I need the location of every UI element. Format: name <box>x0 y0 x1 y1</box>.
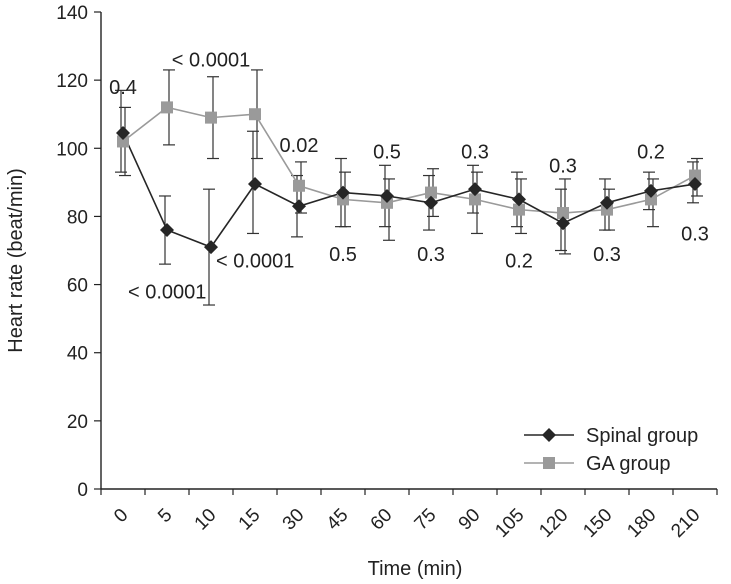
y-tick-label: 100 <box>56 139 88 160</box>
spinal-data-point <box>380 188 394 203</box>
spinal-data-point <box>248 177 262 192</box>
legend-spinal-label: Spinal group <box>586 425 698 447</box>
x-tick-label: 60 <box>367 505 397 535</box>
spinal-data-point <box>688 177 702 192</box>
markers-group <box>116 101 702 255</box>
ga-data-point <box>645 193 657 206</box>
spinal-data-point <box>292 199 306 214</box>
p-value-label: 0.4 <box>109 77 137 99</box>
spinal-data-point <box>600 195 614 210</box>
spinal-data-point <box>556 216 570 231</box>
p-value-label: 0.2 <box>505 251 533 273</box>
ga-data-point <box>205 111 217 124</box>
y-tick-label: 0 <box>77 480 88 501</box>
p-value-label: < 0.0001 <box>172 50 250 72</box>
x-tick-label: 30 <box>279 505 309 535</box>
x-tick-label: 150 <box>579 505 616 542</box>
x-tick-label: 75 <box>411 505 441 535</box>
y-tick-label: 60 <box>67 276 88 297</box>
p-value-annotations: 0.4 < 0.0001 < 0.0001 < 0.0001 0.02 0.5 0.5 0.3… <box>109 50 709 304</box>
x-tick-label: 105 <box>491 505 528 542</box>
ga-data-point <box>161 101 173 114</box>
spinal-data-point <box>512 192 526 207</box>
p-value-label: 0.02 <box>280 135 319 157</box>
ga-data-point <box>249 108 261 121</box>
ga-data-point <box>689 169 701 182</box>
y-tick-label: 40 <box>67 344 88 365</box>
p-value-label: 0.3 <box>549 155 577 177</box>
x-tick-label: 210 <box>667 505 704 542</box>
y-tick-label: 140 <box>56 3 88 24</box>
y-tick-label: 120 <box>56 71 88 92</box>
ga-data-point <box>557 207 569 220</box>
legend: Spinal group GA group <box>524 425 698 475</box>
ga-series-line <box>122 106 696 214</box>
y-tick-label: 80 <box>67 207 88 228</box>
ga-data-point <box>425 186 437 199</box>
legend-spinal-marker <box>542 428 556 442</box>
spinal-data-point <box>336 185 350 200</box>
spinal-data-point <box>424 195 438 210</box>
p-value-label: < 0.0001 <box>216 251 294 273</box>
y-tick-label: 20 <box>67 412 88 433</box>
spinal-data-point <box>160 223 174 238</box>
x-tick-label: 0 <box>110 505 132 527</box>
x-tick-label: 180 <box>623 505 660 542</box>
p-value-label: 0.5 <box>373 142 401 164</box>
ga-data-point <box>293 179 305 192</box>
p-value-label: 0.3 <box>681 223 709 245</box>
p-value-label: < 0.0001 <box>128 281 206 303</box>
p-value-label: 0.3 <box>593 244 621 266</box>
spinal-data-point <box>204 240 218 255</box>
spinal-data-point <box>468 182 482 197</box>
x-tick-label: 10 <box>191 505 221 535</box>
x-tick-label: 15 <box>235 505 265 535</box>
ga-data-point <box>469 193 481 206</box>
x-tick-label: 120 <box>535 505 572 542</box>
x-axis-title: Time (min) <box>368 558 463 580</box>
spinal-series-line <box>122 132 696 249</box>
spinal-data-point <box>116 125 130 140</box>
series-lines-group <box>122 106 696 249</box>
y-axis-title: Heart rate (beat/min) <box>5 168 27 353</box>
p-value-label: 0.3 <box>417 244 445 266</box>
p-value-label: 0.3 <box>461 142 489 164</box>
ga-data-point <box>513 203 525 216</box>
x-tick-label: 5 <box>154 505 176 527</box>
p-value-label: 0.2 <box>637 142 665 164</box>
ga-data-point <box>117 135 129 148</box>
spinal-data-point <box>644 183 658 198</box>
legend-ga-marker <box>543 457 555 469</box>
error-bars-group <box>115 69 703 306</box>
legend-ga-label: GA group <box>586 453 671 475</box>
p-value-label: 0.5 <box>329 244 357 266</box>
x-tick-label: 45 <box>323 505 353 535</box>
x-tick-label: 90 <box>455 505 485 535</box>
